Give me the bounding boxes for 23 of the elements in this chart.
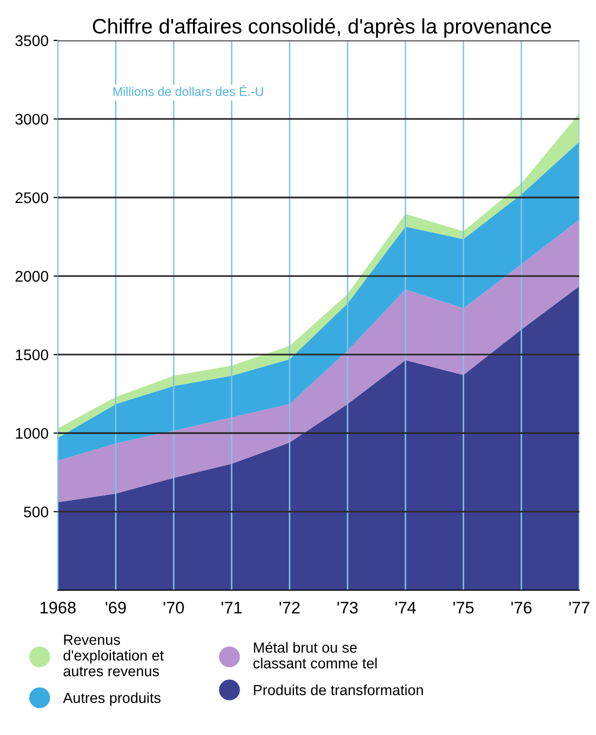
- x-tick-label: '74: [395, 602, 416, 614]
- x-tick-label: '73: [338, 602, 358, 614]
- legend-label: Produits de transformation: [254, 684, 423, 696]
- y-tick-label: 2500: [16, 192, 48, 204]
- y-tick-label: 2000: [16, 270, 48, 282]
- legend-label: Autres produits: [62, 692, 161, 706]
- x-tick-label: '69: [106, 602, 126, 614]
- legend-label: Revenus d'exploitation et autres revenus: [64, 634, 164, 676]
- x-tick-label: '76: [511, 602, 532, 614]
- legend-label: Métal brut ou se classant comme tel: [253, 642, 377, 668]
- y-tick-label: 500: [24, 506, 48, 518]
- x-tick-label: '75: [453, 602, 474, 614]
- y-tick-label: 1500: [16, 349, 48, 360]
- annotation: Millions de dollars des É.-U: [113, 85, 263, 96]
- y-tick-label: 1000: [16, 428, 48, 439]
- x-tick-label: '70: [164, 602, 184, 614]
- x-tick-label: 1968: [40, 602, 76, 614]
- chart-title: Chiffre d'affaires consolidé, d'après la provenance: [92, 18, 551, 38]
- x-tick-label: '72: [280, 602, 300, 614]
- y-tick-label: 3000: [15, 114, 48, 125]
- x-tick-label: '71: [222, 602, 242, 614]
- x-tick-label: '77: [569, 602, 590, 614]
- y-tick-label: 3500: [15, 35, 48, 46]
